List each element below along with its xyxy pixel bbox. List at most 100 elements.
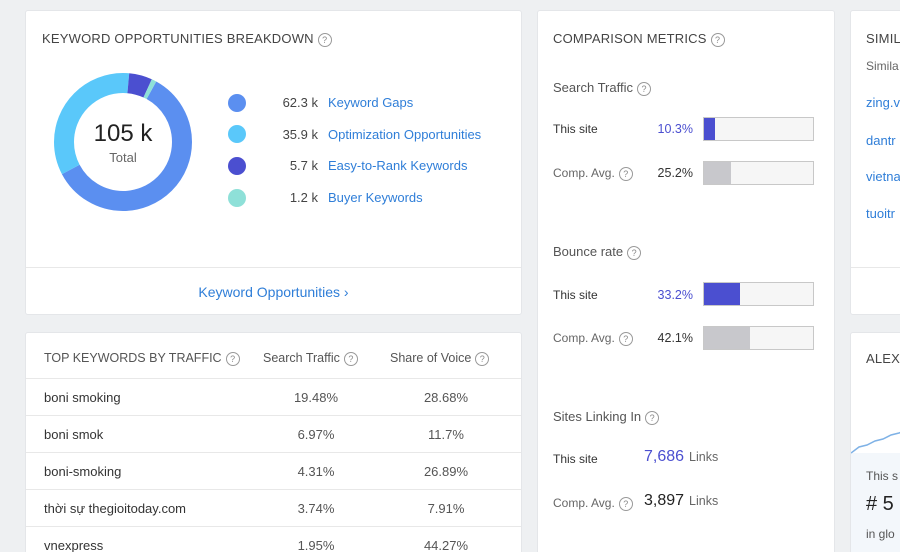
table-row[interactable]: thời sự thegioitoday.com 3.74% 7.91% (26, 489, 521, 526)
legend-dot (228, 125, 246, 144)
similar-sites-subtitle: Simila (866, 59, 899, 73)
search-traffic-header-text: Search Traffic (263, 351, 340, 365)
bounce-rate-title-text: Bounce rate (553, 244, 624, 259)
keyword-cell: boni-smoking (44, 464, 122, 479)
share-of-voice-cell: 7.91% (427, 501, 465, 516)
search-traffic-cell: 4.31% (297, 464, 335, 479)
search-traffic-comp-avg-bar-fill (704, 162, 732, 184)
share-of-voice-cell: 44.27% (423, 538, 469, 552)
table-row[interactable]: boni smoking 19.48% 28.68% (26, 378, 521, 415)
similar-sites-title: SIMIL (866, 31, 900, 46)
comp-avg-label-text: Comp. Avg. (553, 331, 615, 345)
search-traffic-title-text: Search Traffic (553, 80, 633, 95)
help-icon[interactable]: ? (343, 351, 358, 366)
legend-value: 35.9 k (282, 126, 318, 142)
this-site-label: This site (553, 288, 598, 302)
bounce-rate-this-site-bar-fill (704, 283, 741, 305)
donut-segment-optimization-opportunities (54, 73, 192, 211)
share-of-voice-cell: 26.89% (423, 464, 469, 479)
alexa-rank-value: # 5 (866, 493, 894, 515)
legend-item-optimization: 35.9 k Optimization Opportunities (228, 119, 481, 151)
sites-linking-this-site: 7,686 Links (644, 448, 718, 466)
help-icon[interactable]: ? (475, 351, 490, 366)
sites-linking-comp-avg: 3,897 Links (644, 492, 718, 510)
table-row[interactable]: boni-smoking 4.31% 26.89% (26, 452, 521, 489)
help-icon[interactable]: ? (645, 410, 660, 425)
alexa-rank-scope: in glo (866, 527, 895, 541)
help-icon[interactable]: ? (636, 81, 651, 96)
similar-site-link[interactable]: tuoitr (866, 206, 895, 221)
search-traffic-comp-avg-bar (703, 161, 814, 185)
table-row[interactable]: boni smok 6.97% 11.7% (26, 415, 521, 452)
comparison-metrics-card: COMPARISON METRICS? Search Traffic? This… (537, 10, 835, 552)
similar-site-link[interactable]: vietna (866, 169, 900, 184)
legend-item-easy-to-rank: 5.7 k Easy-to-Rank Keywords (228, 150, 481, 182)
share-of-voice-cell: 28.68% (423, 390, 469, 405)
help-icon[interactable]: ? (317, 32, 332, 47)
legend-dot (228, 188, 246, 207)
top-keywords-title-text: TOP KEYWORDS BY TRAFFIC (44, 351, 222, 365)
share-of-voice-column-header: Share of Voice? (390, 351, 490, 366)
search-traffic-this-site-bar (703, 117, 814, 141)
top-keywords-title: TOP KEYWORDS BY TRAFFIC? (44, 351, 240, 366)
similar-site-link[interactable]: zing.v (866, 95, 900, 110)
share-of-voice-cell: 11.7% (428, 427, 464, 442)
donut-center: 105 k Total (54, 73, 192, 211)
help-icon[interactable]: ? (618, 331, 633, 346)
sites-linking-title-text: Sites Linking In (553, 409, 642, 424)
buyer-keywords-link[interactable]: Buyer Keywords (328, 190, 423, 206)
alexa-rank-title: ALEXA (866, 351, 900, 366)
help-icon[interactable]: ? (225, 351, 240, 366)
help-icon[interactable]: ? (618, 496, 633, 511)
keyword-cell: boni smoking (44, 390, 121, 405)
legend-value: 1.2 k (289, 190, 318, 206)
bounce-rate-comp-avg-bar-fill (704, 327, 750, 349)
keyword-gaps-link[interactable]: Keyword Gaps (328, 95, 414, 111)
keyword-cell: boni smok (44, 427, 104, 442)
help-icon[interactable]: ? (710, 32, 725, 47)
comp-avg-label: Comp. Avg.? (553, 496, 633, 511)
search-traffic-cell: 6.97% (297, 427, 335, 442)
search-traffic-this-site-bar-fill (704, 118, 716, 140)
table-row[interactable]: vnexpress 1.95% 44.27% (26, 526, 521, 552)
comparison-metrics-title: COMPARISON METRICS? (553, 31, 725, 47)
keyword-cell: thời sự thegioitoday.com (44, 501, 186, 516)
search-traffic-this-site-value: 10.3% (657, 122, 693, 136)
links-unit: Links (689, 494, 719, 508)
bounce-rate-this-site-bar (703, 282, 814, 306)
search-traffic-section-title: Search Traffic? (553, 80, 651, 96)
comp-avg-label-text: Comp. Avg. (553, 496, 615, 510)
search-traffic-comp-avg-value: 25.2% (657, 166, 693, 180)
legend-dot (228, 156, 246, 175)
alexa-rank-caption: This s (866, 469, 899, 483)
sites-linking-this-site-value: 7,686 (644, 448, 685, 465)
similar-sites-card: SIMIL Simila zing.v dantr vietna tuoitr (850, 10, 900, 315)
search-traffic-cell: 3.74% (297, 501, 335, 516)
keyword-opportunities-link[interactable]: Keyword Opportunities › (198, 284, 349, 300)
optimization-opportunities-link[interactable]: Optimization Opportunities (328, 126, 482, 142)
search-traffic-column-header: Search Traffic? (263, 351, 358, 366)
comp-avg-label: Comp. Avg.? (553, 166, 633, 181)
keyword-opportunities-title-text: KEYWORD OPPORTUNITIES BREAKDOWN (42, 31, 314, 46)
help-icon[interactable]: ? (618, 166, 633, 181)
keyword-donut-chart (54, 73, 192, 211)
bounce-rate-comp-avg-bar (703, 326, 814, 350)
bounce-rate-comp-avg-value: 42.1% (657, 331, 693, 345)
keyword-opportunities-card: KEYWORD OPPORTUNITIES BREAKDOWN? 105 k T… (25, 10, 522, 315)
this-site-label: This site (553, 452, 598, 466)
comparison-metrics-title-text: COMPARISON METRICS (553, 31, 707, 46)
legend-value: 5.7 k (289, 158, 318, 174)
donut-total-label: Total (109, 149, 137, 165)
legend-item-buyer-keywords: 1.2 k Buyer Keywords (228, 182, 481, 214)
bounce-rate-this-site-value: 33.2% (657, 288, 693, 302)
similar-site-link[interactable]: dantr (866, 133, 896, 148)
comp-avg-label: Comp. Avg.? (553, 331, 633, 346)
legend-value: 62.3 k (282, 95, 318, 111)
sites-linking-section-title: Sites Linking In? (553, 409, 660, 425)
search-traffic-cell: 19.48% (293, 390, 339, 405)
keyword-opportunities-title: KEYWORD OPPORTUNITIES BREAKDOWN? (42, 31, 332, 47)
top-keywords-card: TOP KEYWORDS BY TRAFFIC? Search Traffic?… (25, 332, 522, 552)
this-site-label: This site (553, 122, 598, 136)
help-icon[interactable]: ? (627, 245, 642, 260)
easy-to-rank-link[interactable]: Easy-to-Rank Keywords (328, 158, 468, 174)
